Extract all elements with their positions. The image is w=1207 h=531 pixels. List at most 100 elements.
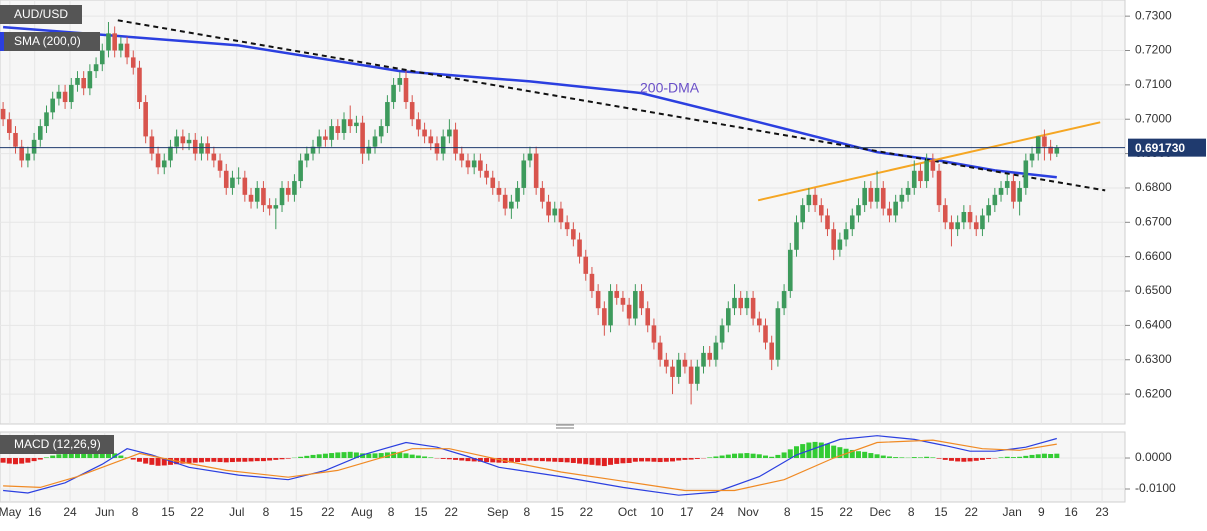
candle-body bbox=[106, 33, 111, 50]
macd-histogram-bar bbox=[261, 458, 266, 461]
candle-body bbox=[924, 160, 929, 181]
macd-histogram-bar bbox=[825, 444, 830, 458]
macd-histogram-bar bbox=[961, 458, 966, 462]
pane-handle[interactable] bbox=[556, 425, 574, 428]
candle-body bbox=[174, 136, 179, 146]
candle-body bbox=[596, 291, 601, 308]
macd-histogram-bar bbox=[831, 446, 836, 458]
macd-histogram-bar bbox=[348, 452, 353, 458]
macd-histogram-bar bbox=[465, 458, 470, 461]
macd-histogram-bar bbox=[918, 457, 923, 458]
candle-body bbox=[193, 140, 198, 154]
macd-histogram-bar bbox=[63, 453, 68, 458]
x-tick-label: May bbox=[0, 505, 21, 519]
macd-histogram-bar bbox=[317, 454, 322, 458]
macd-histogram-bar bbox=[627, 458, 632, 463]
candle-body bbox=[627, 305, 632, 319]
candle-body bbox=[906, 188, 911, 195]
x-tick-label: 8 bbox=[132, 505, 139, 519]
macd-histogram-bar bbox=[775, 455, 780, 458]
candle-body bbox=[261, 188, 266, 205]
macd-histogram-bar bbox=[273, 458, 278, 460]
candle-body bbox=[156, 154, 161, 168]
x-tick-label: 10 bbox=[650, 505, 664, 519]
candle-body bbox=[577, 239, 582, 256]
macd-histogram-bar bbox=[912, 457, 917, 458]
macd-histogram-bar bbox=[447, 458, 452, 459]
macd-histogram-bar bbox=[571, 458, 576, 463]
candle-body bbox=[621, 298, 626, 305]
candle-body bbox=[503, 195, 508, 209]
macd-histogram-bar bbox=[44, 457, 49, 458]
x-tick-label: 15 bbox=[290, 505, 304, 519]
x-tick-label: 22 bbox=[321, 505, 335, 519]
candle-body bbox=[50, 99, 55, 113]
candle-body bbox=[707, 353, 712, 360]
x-tick-label: 9 bbox=[1038, 505, 1045, 519]
candle-body bbox=[410, 102, 415, 119]
candle-body bbox=[75, 78, 80, 85]
candle-body bbox=[1024, 160, 1029, 187]
candle-body bbox=[32, 140, 37, 154]
macd-histogram-bar bbox=[546, 458, 551, 461]
candle-body bbox=[181, 136, 186, 143]
candle-body bbox=[900, 195, 905, 202]
macd-histogram-bar bbox=[459, 458, 464, 460]
x-tick-label: Oct bbox=[618, 505, 637, 519]
candle-body bbox=[317, 136, 322, 146]
macd-histogram-bar bbox=[589, 458, 594, 465]
x-tick-label: 22 bbox=[190, 505, 204, 519]
macd-histogram-bar bbox=[577, 458, 582, 464]
candle-body bbox=[342, 119, 347, 133]
candle-body bbox=[69, 85, 74, 102]
macd-histogram-bar bbox=[664, 458, 669, 462]
macd-histogram-bar bbox=[769, 457, 774, 458]
candle-body bbox=[782, 291, 787, 308]
candle-body bbox=[7, 119, 12, 133]
candle-body bbox=[230, 178, 235, 188]
candle-body bbox=[323, 136, 328, 139]
candle-body bbox=[912, 171, 917, 188]
candle-body bbox=[838, 239, 843, 249]
x-tick-label: 22 bbox=[445, 505, 459, 519]
candle-body bbox=[652, 325, 657, 342]
macd-histogram-bar bbox=[118, 456, 123, 458]
candle-body bbox=[658, 343, 663, 360]
macd-histogram-bar bbox=[1042, 454, 1047, 458]
macd-histogram-bar bbox=[552, 458, 557, 462]
macd-histogram-bar bbox=[218, 458, 223, 462]
candle-body bbox=[336, 126, 341, 133]
candle-body bbox=[224, 171, 229, 188]
candle-body bbox=[937, 171, 942, 205]
candle-body bbox=[763, 325, 768, 342]
macd-legend-label: MACD (12,26,9) bbox=[14, 437, 101, 451]
y-tick-label: 0.7300 bbox=[1135, 8, 1172, 22]
candle-body bbox=[807, 195, 812, 205]
candle-body bbox=[689, 367, 694, 384]
candle-body bbox=[187, 140, 192, 143]
candle-body bbox=[385, 102, 390, 126]
candle-body bbox=[447, 130, 452, 137]
candle-body bbox=[422, 130, 427, 137]
candle-body bbox=[243, 178, 248, 195]
macd-histogram-bar bbox=[757, 454, 762, 458]
candle-body bbox=[546, 202, 551, 216]
macd-histogram-bar bbox=[782, 452, 787, 458]
x-tick-label: 8 bbox=[784, 505, 791, 519]
macd-histogram-bar bbox=[50, 456, 55, 458]
macd-histogram-bar bbox=[187, 458, 192, 463]
macd-histogram-bar bbox=[670, 458, 675, 461]
candle-body bbox=[565, 222, 570, 229]
candle-body bbox=[645, 308, 650, 325]
macd-histogram-bar bbox=[1036, 454, 1041, 458]
candle-body bbox=[490, 178, 495, 188]
candle-body bbox=[1030, 154, 1035, 161]
candle-body bbox=[1055, 148, 1060, 154]
candle-body bbox=[484, 171, 489, 178]
x-tick-label: 23 bbox=[1095, 505, 1109, 519]
candle-body bbox=[1005, 181, 1010, 188]
macd-histogram-bar bbox=[930, 457, 935, 458]
macd-histogram-bar bbox=[695, 458, 700, 459]
macd-histogram-bar bbox=[633, 458, 638, 462]
y-tick-label: 0.6200 bbox=[1135, 386, 1172, 400]
